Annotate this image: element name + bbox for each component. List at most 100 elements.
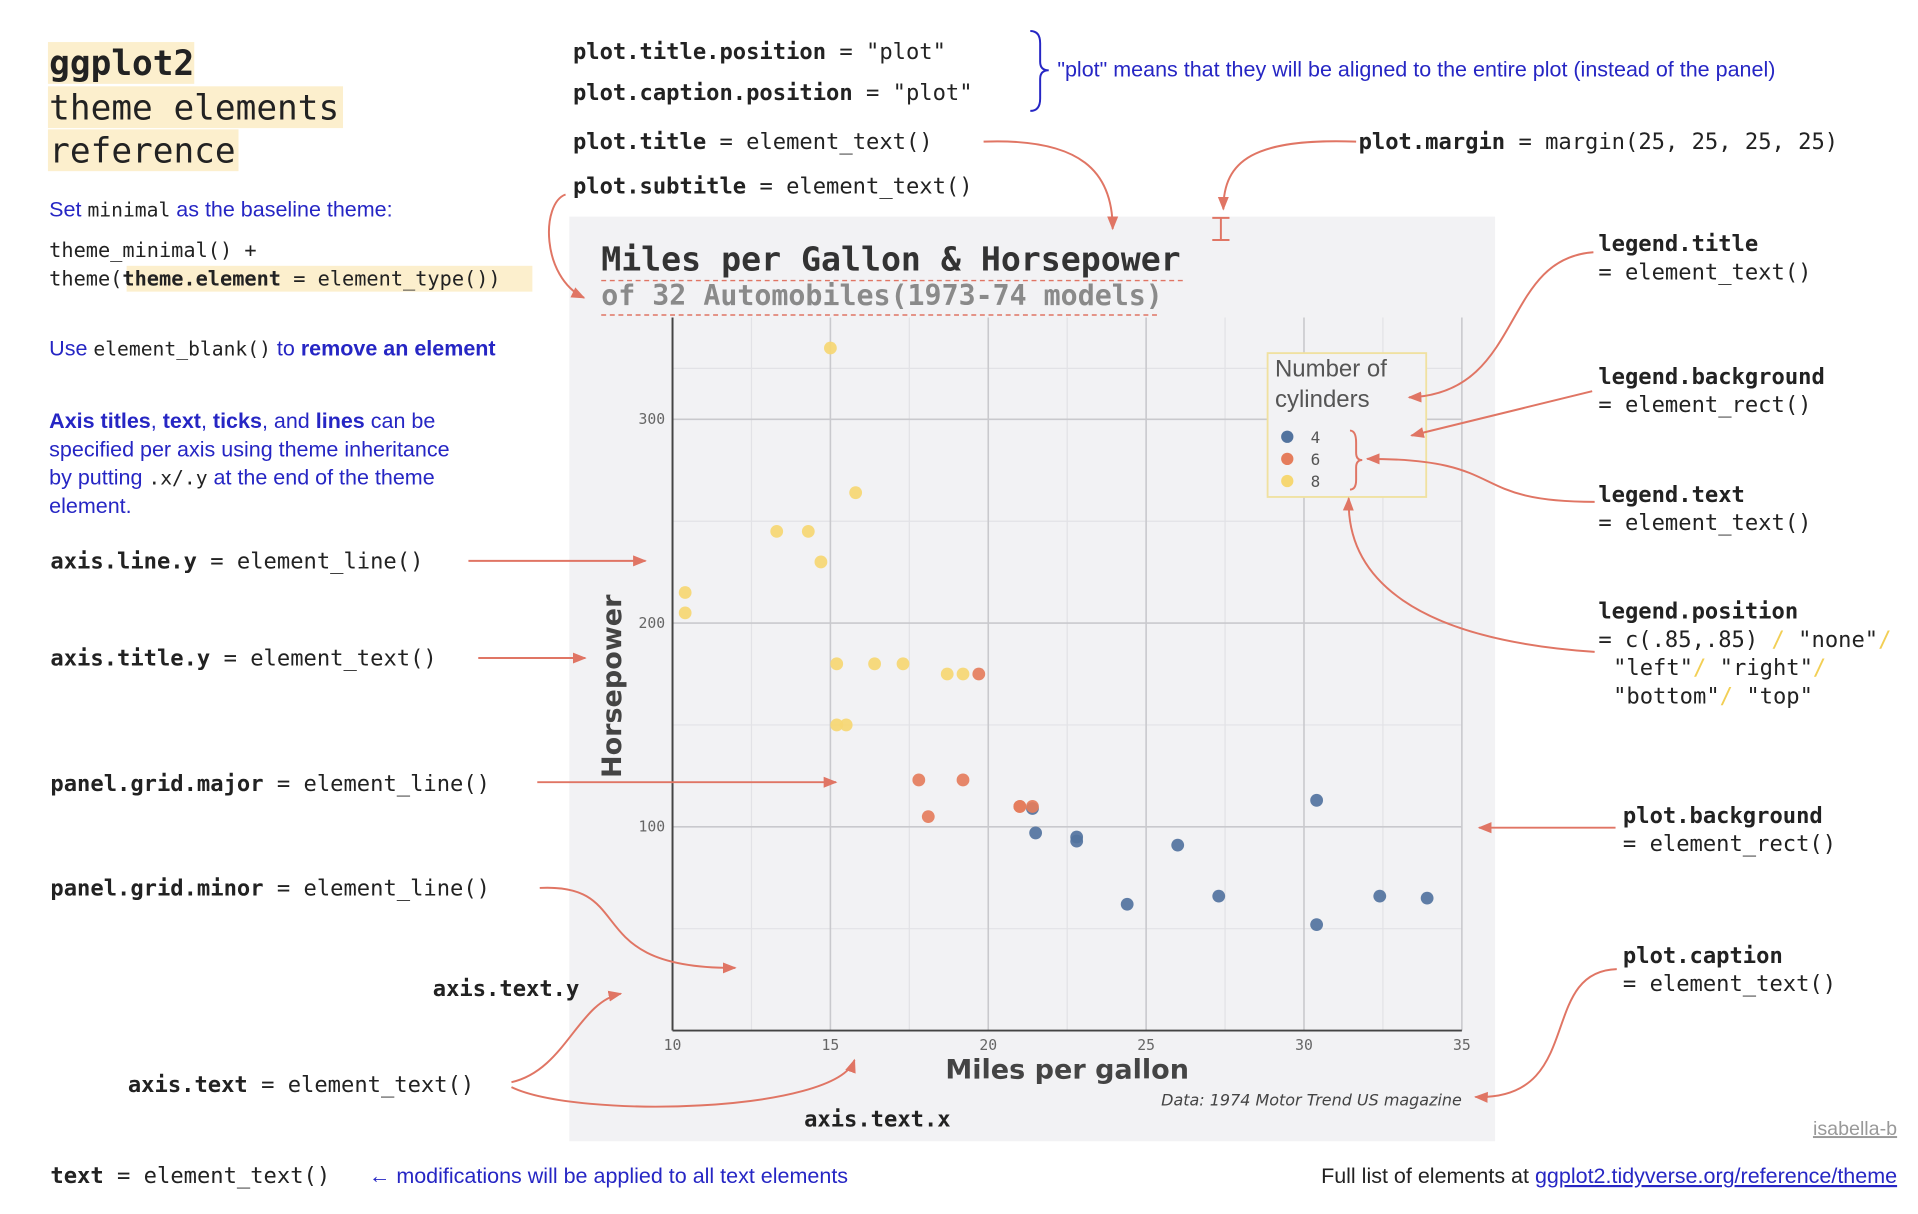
- separator: /: [1878, 627, 1891, 653]
- brace: [1349, 429, 1363, 491]
- element-key: axis.line.y: [50, 548, 197, 574]
- element-value: = margin(25, 25, 25, 25): [1518, 129, 1838, 155]
- element-value: = element_text(): [759, 173, 972, 199]
- element-value: = element_text(): [1623, 971, 1836, 997]
- arrow: [1217, 140, 1357, 211]
- element-key: plot.title.position: [573, 39, 826, 65]
- code: minimal: [87, 199, 170, 222]
- arrow: [1365, 453, 1595, 503]
- point: [1212, 889, 1226, 903]
- element-value: "bottom"/ "top": [1613, 684, 1813, 710]
- x-tick-label: 20: [979, 1037, 997, 1054]
- point: [824, 341, 837, 355]
- text: can be: [371, 409, 436, 433]
- separator: /: [1720, 684, 1733, 710]
- element-key: axis.text.y: [433, 976, 580, 1002]
- point: [839, 718, 853, 732]
- caption: Data: 1974 Motor Trend US magazine: [1161, 1091, 1462, 1110]
- arrow: [511, 1058, 856, 1108]
- arrow: [1407, 251, 1594, 403]
- highlight: [126, 265, 533, 292]
- point: [940, 667, 954, 681]
- code: element_blank(): [93, 338, 271, 361]
- element-value: "right": [1720, 655, 1813, 681]
- footer-note: Full list of elements at ggplot2.tidyver…: [1321, 1164, 1897, 1188]
- author[interactable]: isabella-b: [1813, 1118, 1897, 1140]
- element-annotation: panel.grid.minor = element_line(): [50, 875, 490, 901]
- highlight: [47, 42, 195, 84]
- element-key: plot.subtitle: [573, 173, 746, 199]
- element-annotation: axis.line.y = element_line(): [50, 548, 423, 574]
- title-line: theme elements: [49, 89, 339, 129]
- element-key: plot.title: [573, 129, 706, 155]
- highlight: [47, 129, 239, 172]
- y-tick-label: 300: [638, 411, 665, 428]
- arrow: [1474, 968, 1617, 1103]
- element-annotation: plot.caption.position = "plot": [573, 80, 973, 106]
- brace: [1030, 30, 1049, 112]
- text: as the baseline theme:: [176, 198, 392, 222]
- arrow: [1410, 390, 1593, 438]
- element-key: panel.grid.minor: [50, 875, 263, 901]
- element-value: "left": [1613, 655, 1693, 681]
- code: theme_minimal() +: [49, 238, 256, 262]
- element-value: "left"/ "right"/: [1613, 655, 1826, 681]
- element-value: = element_line(): [210, 548, 423, 574]
- note: Use element_blank() to remove an element: [49, 337, 495, 361]
- note: by putting .x/.y at the end of the theme: [49, 466, 435, 490]
- note: specified per axis using theme inheritan…: [49, 437, 449, 461]
- element-value: = "plot": [839, 39, 946, 65]
- code: = element_type()): [293, 266, 500, 290]
- position-note: "plot" means that they will be aligned t…: [1057, 57, 1775, 81]
- point: [1310, 793, 1324, 807]
- text: text: [163, 409, 201, 433]
- point: [678, 586, 692, 599]
- element-key: axis.text: [128, 1072, 248, 1098]
- element-key: text: [50, 1163, 103, 1189]
- note: Set minimal as the baseline theme:: [49, 198, 392, 222]
- point: [1171, 838, 1185, 852]
- arrow: [539, 886, 737, 974]
- element-value: "bottom": [1613, 684, 1720, 710]
- element-annotation: panel.grid.major = element_line(): [50, 771, 490, 797]
- element-annotation: axis.text = element_text(): [128, 1072, 474, 1098]
- link[interactable]: ggplot2.tidyverse.org/reference/theme: [1535, 1164, 1897, 1188]
- point: [1373, 889, 1387, 903]
- note: element.: [49, 494, 131, 518]
- point: [1029, 826, 1043, 840]
- arrow: [548, 193, 586, 299]
- element-key: plot.background: [1623, 803, 1823, 829]
- y-tick-label: 100: [638, 819, 665, 836]
- element-value: = element_text(): [1598, 259, 1811, 285]
- separator: /: [1813, 655, 1826, 681]
- text: ,: [201, 409, 207, 433]
- element-value: = element_line(): [277, 875, 490, 901]
- x-axis-title: Miles per gallon: [945, 1055, 1189, 1086]
- point: [1013, 800, 1027, 813]
- code: .x/.y: [148, 467, 207, 490]
- y-axis-title: Horsepower: [597, 594, 628, 778]
- element-key: axis.text.x: [804, 1106, 951, 1132]
- element-annotation: text = element_text(): [50, 1163, 330, 1189]
- arrow: [983, 140, 1119, 231]
- chart-subtitle: of 32 Automobiles(1973-74 models): [601, 279, 1163, 312]
- text: by putting: [49, 466, 142, 490]
- legend-label: 8: [1311, 472, 1321, 491]
- text-note: ← modifications will be applied to all t…: [369, 1164, 848, 1188]
- element-annotation: axis.title.y = element_text(): [50, 645, 436, 671]
- element-value: = "plot": [866, 80, 973, 106]
- x-tick-label: 35: [1453, 1037, 1471, 1054]
- text: Use: [49, 337, 87, 361]
- chart-title: Miles per Gallon & Horsepower: [601, 240, 1180, 279]
- legend-title-box: Number of cylinders: [1274, 355, 1387, 414]
- element-value: = element_text(): [719, 129, 932, 155]
- legend-title: Number of cylinders: [1274, 355, 1387, 414]
- point: [921, 810, 935, 824]
- text: Full list of elements at: [1321, 1164, 1529, 1188]
- point: [1310, 918, 1324, 932]
- separator: /: [1772, 627, 1785, 653]
- point: [972, 667, 986, 681]
- element-key: panel.grid.major: [50, 771, 263, 797]
